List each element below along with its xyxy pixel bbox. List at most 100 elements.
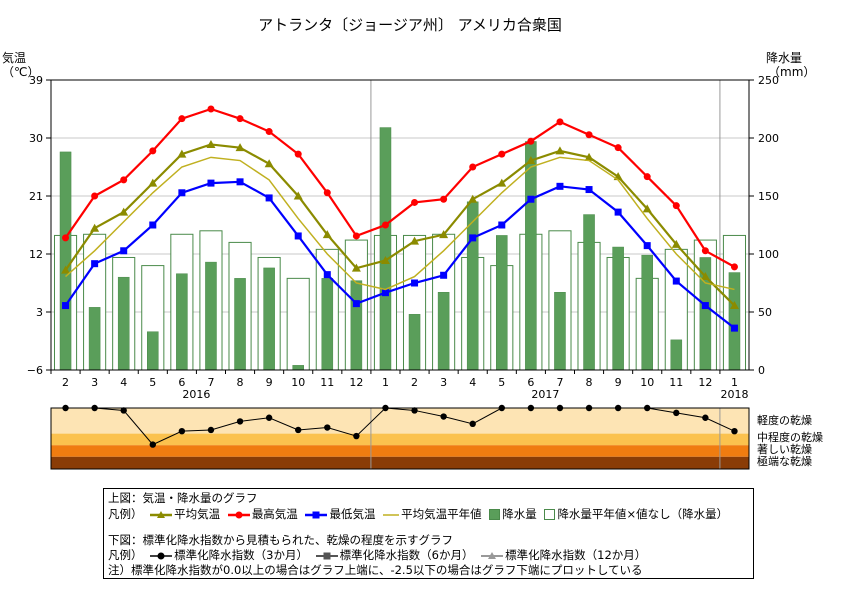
data-point [91,192,99,200]
spi3-point [324,424,331,431]
spi3-point [353,432,360,440]
data-point [411,198,419,206]
data-point [440,195,448,203]
data-point [381,289,389,297]
data-point [61,265,71,274]
data-point [498,150,506,158]
spi3-line [65,407,735,446]
legend-spi6-swatch [315,552,338,559]
data-point [323,189,331,197]
data-point [120,247,128,255]
data-point [585,131,593,139]
year-label: 2018 [720,388,748,401]
precip-bar [670,339,683,371]
data-point [671,239,681,248]
drought-level-label: 極端な乾燥 [757,454,812,468]
data-point [206,139,216,148]
x-tick-label: 10 [640,376,654,389]
x-tick-label: 3 [440,376,447,389]
right-tick-label: 0 [758,364,765,377]
x-tick-label: 9 [266,376,273,389]
data-point [236,115,244,123]
x-tick-label: 5 [149,376,156,389]
precip-bar [554,292,566,371]
data-point [62,302,70,310]
data-point [498,221,506,229]
spi3-point [731,427,738,435]
data-point [440,271,448,279]
series-line [64,143,736,307]
data-point [207,105,215,113]
data-point [178,189,186,197]
x-tick-label: 4 [120,376,127,389]
data-point [526,156,536,165]
data-point [352,300,360,308]
data-point [468,194,478,203]
drought-level-label: 著しい乾燥 [757,442,812,456]
spi3-point [644,404,651,412]
data-point [672,277,680,285]
precip-bar [176,273,188,371]
legend-avg-temp-swatch [150,510,173,518]
legend-precip-normal-label: 降水量平年値 [557,507,627,521]
precip-bar [728,272,741,371]
x-tick-label: 6 [527,376,534,389]
precip-bar [88,307,101,371]
data-point [729,301,739,310]
precip-bar [147,331,159,371]
legend-precip-normal-swatch [544,509,556,520]
left-tick-label: 3 [36,306,43,319]
x-tick-label: 10 [291,376,305,389]
x-tick-label: 1 [382,376,389,389]
drought-frame [50,407,750,470]
legend-min-temp-swatch [305,511,328,518]
precip-bar [350,280,363,371]
data-point [235,143,245,152]
data-point [322,230,332,239]
data-point [614,208,622,216]
spi3-point [469,420,476,428]
precip-bar [612,246,624,371]
x-tick-label: 9 [615,376,622,389]
legend-note: 注）標準化降水指数が0.0以上の場合はグラフ上端に、-2.5以下の場合はグラフ下… [108,563,643,577]
legend-avg-temp-label: 平均気温 [174,507,221,521]
x-tick-label: 12 [349,376,363,389]
spi3-point [498,404,505,412]
precip-bar [379,127,392,371]
precip-bar [263,267,275,371]
legend-spi12-label: 標準化降水指数（12か月） [505,548,647,562]
data-point [672,202,680,210]
legend-bottom-row: 凡例） 標準化降水指数（3か月） 標準化降水指数（6か月） 標準化降水指数（12… [108,548,646,562]
spi3-point [527,404,535,412]
x-tick-label: 6 [178,376,185,389]
data-point [91,260,99,268]
data-point [439,230,449,239]
precip-bar [583,214,595,371]
left-tick-label: 30 [29,132,43,145]
left-tick-label: 39 [29,74,43,87]
data-point [556,118,564,126]
legend-no-value-note: ×値なし（降水量） [626,507,729,521]
data-point [120,176,128,184]
data-point [556,182,564,190]
spi3-point [556,404,564,412]
data-point [351,263,361,272]
precip-bar [466,201,479,371]
spi3-point [178,427,186,435]
data-point [149,221,157,229]
data-point [293,191,303,200]
chart-title: アトランタ〔ジョージア州〕 アメリカ合衆国 [258,16,562,34]
legend-normal-temp-swatch [383,513,400,516]
x-tick-label: 12 [698,376,712,389]
data-point [90,223,100,232]
plot-area [51,80,749,370]
precip-bar [408,314,421,371]
data-point [411,279,419,287]
band-mild [51,408,749,434]
spi3-point [673,409,680,417]
spi3-point [382,404,389,412]
data-point [148,178,158,187]
x-tick-label: 11 [669,376,683,389]
legend-bottom-prefix: 凡例） [108,548,143,562]
data-point [119,207,129,216]
